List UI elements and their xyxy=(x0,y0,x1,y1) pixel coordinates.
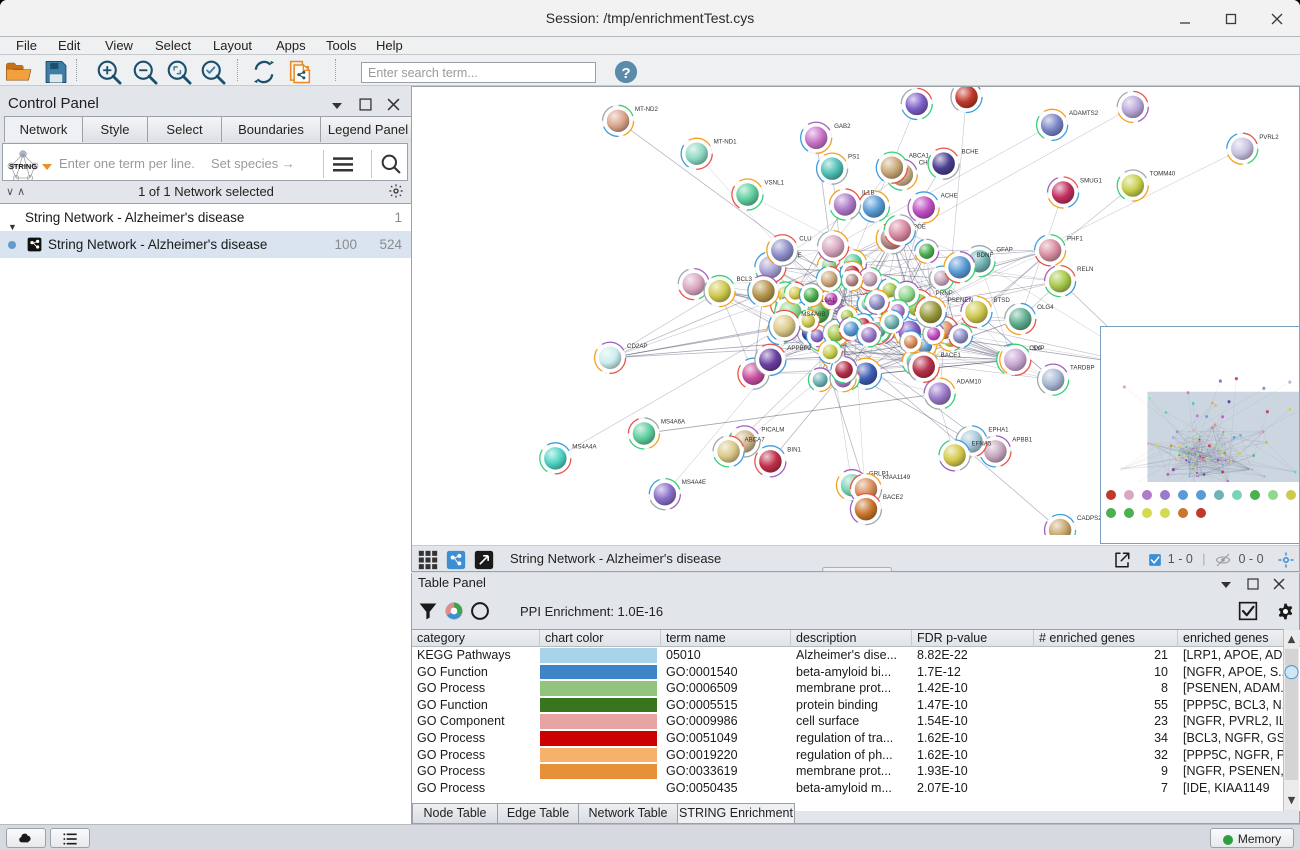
svg-text:EFNA5: EFNA5 xyxy=(971,440,991,447)
svg-text:CLU: CLU xyxy=(799,235,811,242)
svg-text:BDNF: BDNF xyxy=(976,252,993,259)
svg-text:SYP: SYP xyxy=(1032,345,1044,352)
svg-text:BTSD: BTSD xyxy=(993,297,1010,304)
svg-text:MT-ND1: MT-ND1 xyxy=(714,139,737,146)
svg-text:TOMM40: TOMM40 xyxy=(1150,171,1176,178)
svg-text:VSNL1: VSNL1 xyxy=(764,180,784,187)
svg-text:APBB1: APBB1 xyxy=(1012,436,1032,443)
svg-text:BCL3: BCL3 xyxy=(737,276,753,283)
svg-text:MS4A6A: MS4A6A xyxy=(661,418,686,425)
svg-text:APPBP2: APPBP2 xyxy=(787,345,812,352)
svg-text:PRNP: PRNP xyxy=(936,290,953,297)
svg-text:SMUG1: SMUG1 xyxy=(1080,178,1102,185)
svg-text:ADAM10: ADAM10 xyxy=(957,379,982,386)
svg-text:MS4A4A: MS4A4A xyxy=(572,443,597,450)
svg-text:CD2AP: CD2AP xyxy=(627,343,648,350)
svg-text:MT-ND2: MT-ND2 xyxy=(635,106,658,113)
svg-text:PHF1: PHF1 xyxy=(1067,235,1083,242)
svg-text:ABCA1: ABCA1 xyxy=(909,153,930,160)
svg-text:GAB2: GAB2 xyxy=(834,123,851,130)
svg-text:CADPS2: CADPS2 xyxy=(1077,515,1102,522)
svg-text:BACE2: BACE2 xyxy=(883,494,904,501)
svg-text:KIAA1149: KIAA1149 xyxy=(883,474,911,481)
svg-text:ADAMTS2: ADAMTS2 xyxy=(1069,110,1099,117)
svg-text:ACHE: ACHE xyxy=(941,193,958,200)
svg-text:BIN1: BIN1 xyxy=(787,446,801,453)
svg-text:PSENEN: PSENEN xyxy=(948,297,973,304)
svg-text:PVRL2: PVRL2 xyxy=(1259,134,1279,141)
svg-text:BACE1: BACE1 xyxy=(941,352,962,359)
svg-text:RELN: RELN xyxy=(1077,266,1093,273)
svg-text:PS1: PS1 xyxy=(848,154,860,161)
svg-text:ABCA7: ABCA7 xyxy=(745,436,766,443)
svg-text:TARDBP: TARDBP xyxy=(1070,365,1095,372)
svg-text:GFAP: GFAP xyxy=(996,246,1012,253)
svg-text:MS4A6B: MS4A6B xyxy=(801,311,825,318)
svg-text:STRING: STRING xyxy=(9,162,38,171)
svg-text:EPHA1: EPHA1 xyxy=(988,426,1009,433)
svg-text:PICALM: PICALM xyxy=(761,426,784,433)
svg-text:OLG4: OLG4 xyxy=(1037,304,1054,311)
svg-text:MS4A4E: MS4A4E xyxy=(682,479,706,486)
svg-text:IL1B: IL1B xyxy=(862,190,875,197)
svg-text:?: ? xyxy=(621,65,630,82)
svg-text:BCHE: BCHE xyxy=(962,149,979,156)
